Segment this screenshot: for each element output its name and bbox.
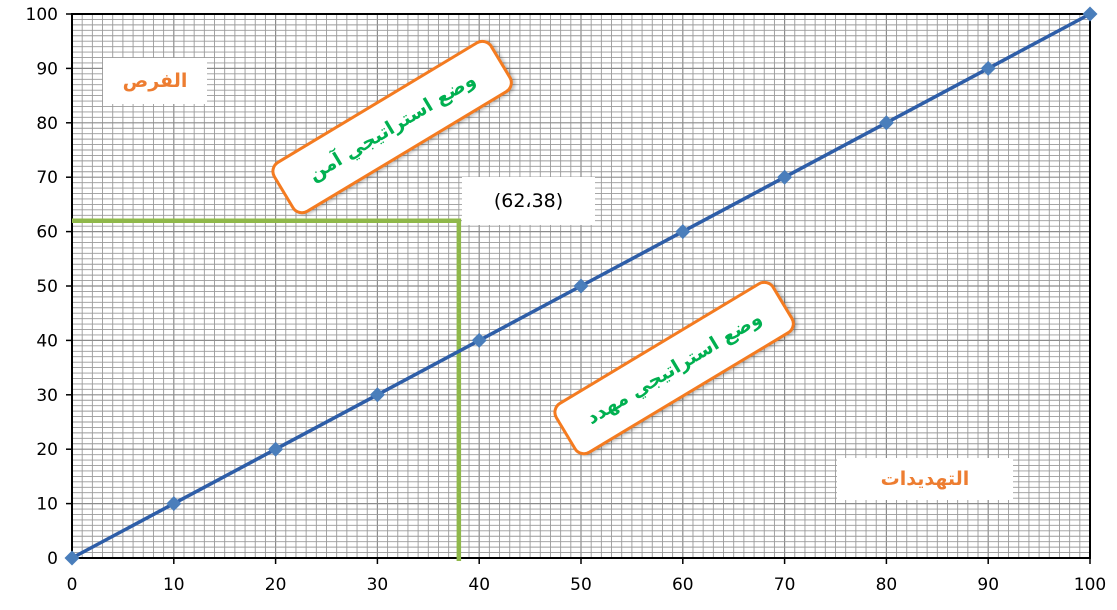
reference-lines [72, 218, 462, 561]
tick-labels: 0 10 20 30 40 50 60 70 80 90 100 0 10 20 30 40 50 60 70 80 9… [26, 5, 1107, 595]
reference-point-label: (62،38) [462, 177, 595, 225]
x-tick-label: 60 [672, 575, 694, 595]
x-tick-label: 70 [774, 575, 796, 595]
y-tick-label: 90 [36, 59, 58, 79]
y-tick-label: 60 [36, 223, 58, 243]
grid [71, 13, 1091, 559]
data-point [675, 224, 691, 240]
x-tick-label: 0 [67, 575, 78, 595]
x-tick-label: 80 [876, 575, 898, 595]
data-point [471, 332, 487, 348]
x-tick-label: 90 [977, 575, 999, 595]
x-tick-label: 30 [367, 575, 389, 595]
data-point [777, 169, 793, 185]
data-point [878, 115, 894, 131]
series [64, 6, 1098, 566]
data-point [980, 60, 996, 76]
x-tick-label: 10 [163, 575, 185, 595]
y-tick-label: 50 [36, 277, 58, 297]
data-point [573, 278, 589, 294]
x-tick-label: 50 [570, 575, 592, 595]
data-point [268, 441, 284, 457]
data-point [369, 387, 385, 403]
data-point [166, 496, 182, 512]
x-tick-label: 20 [265, 575, 287, 595]
y-tick-label: 30 [36, 386, 58, 406]
y-tick-label: 70 [36, 168, 58, 188]
opportunities-label: الفرص [103, 58, 207, 104]
y-tick-label: 40 [36, 331, 58, 351]
y-tick-label: 0 [47, 549, 58, 569]
x-tick-label: 40 [468, 575, 490, 595]
y-tick-label: 10 [36, 495, 58, 515]
y-tick-label: 100 [26, 5, 58, 25]
reference-point-lines [72, 218, 462, 561]
data-point [64, 550, 80, 566]
threats-label: التهديدات [837, 458, 1013, 500]
y-tick-label: 20 [36, 440, 58, 460]
x-tick-label: 100 [1074, 575, 1106, 595]
data-point [1082, 6, 1098, 22]
y-tick-label: 80 [36, 114, 58, 134]
